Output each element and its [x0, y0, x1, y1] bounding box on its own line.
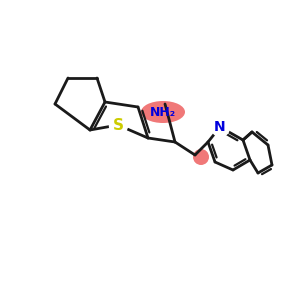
- Circle shape: [193, 149, 209, 165]
- Ellipse shape: [141, 101, 185, 123]
- Text: N: N: [214, 120, 226, 134]
- Text: NH₂: NH₂: [150, 106, 176, 118]
- Text: S: S: [112, 118, 124, 133]
